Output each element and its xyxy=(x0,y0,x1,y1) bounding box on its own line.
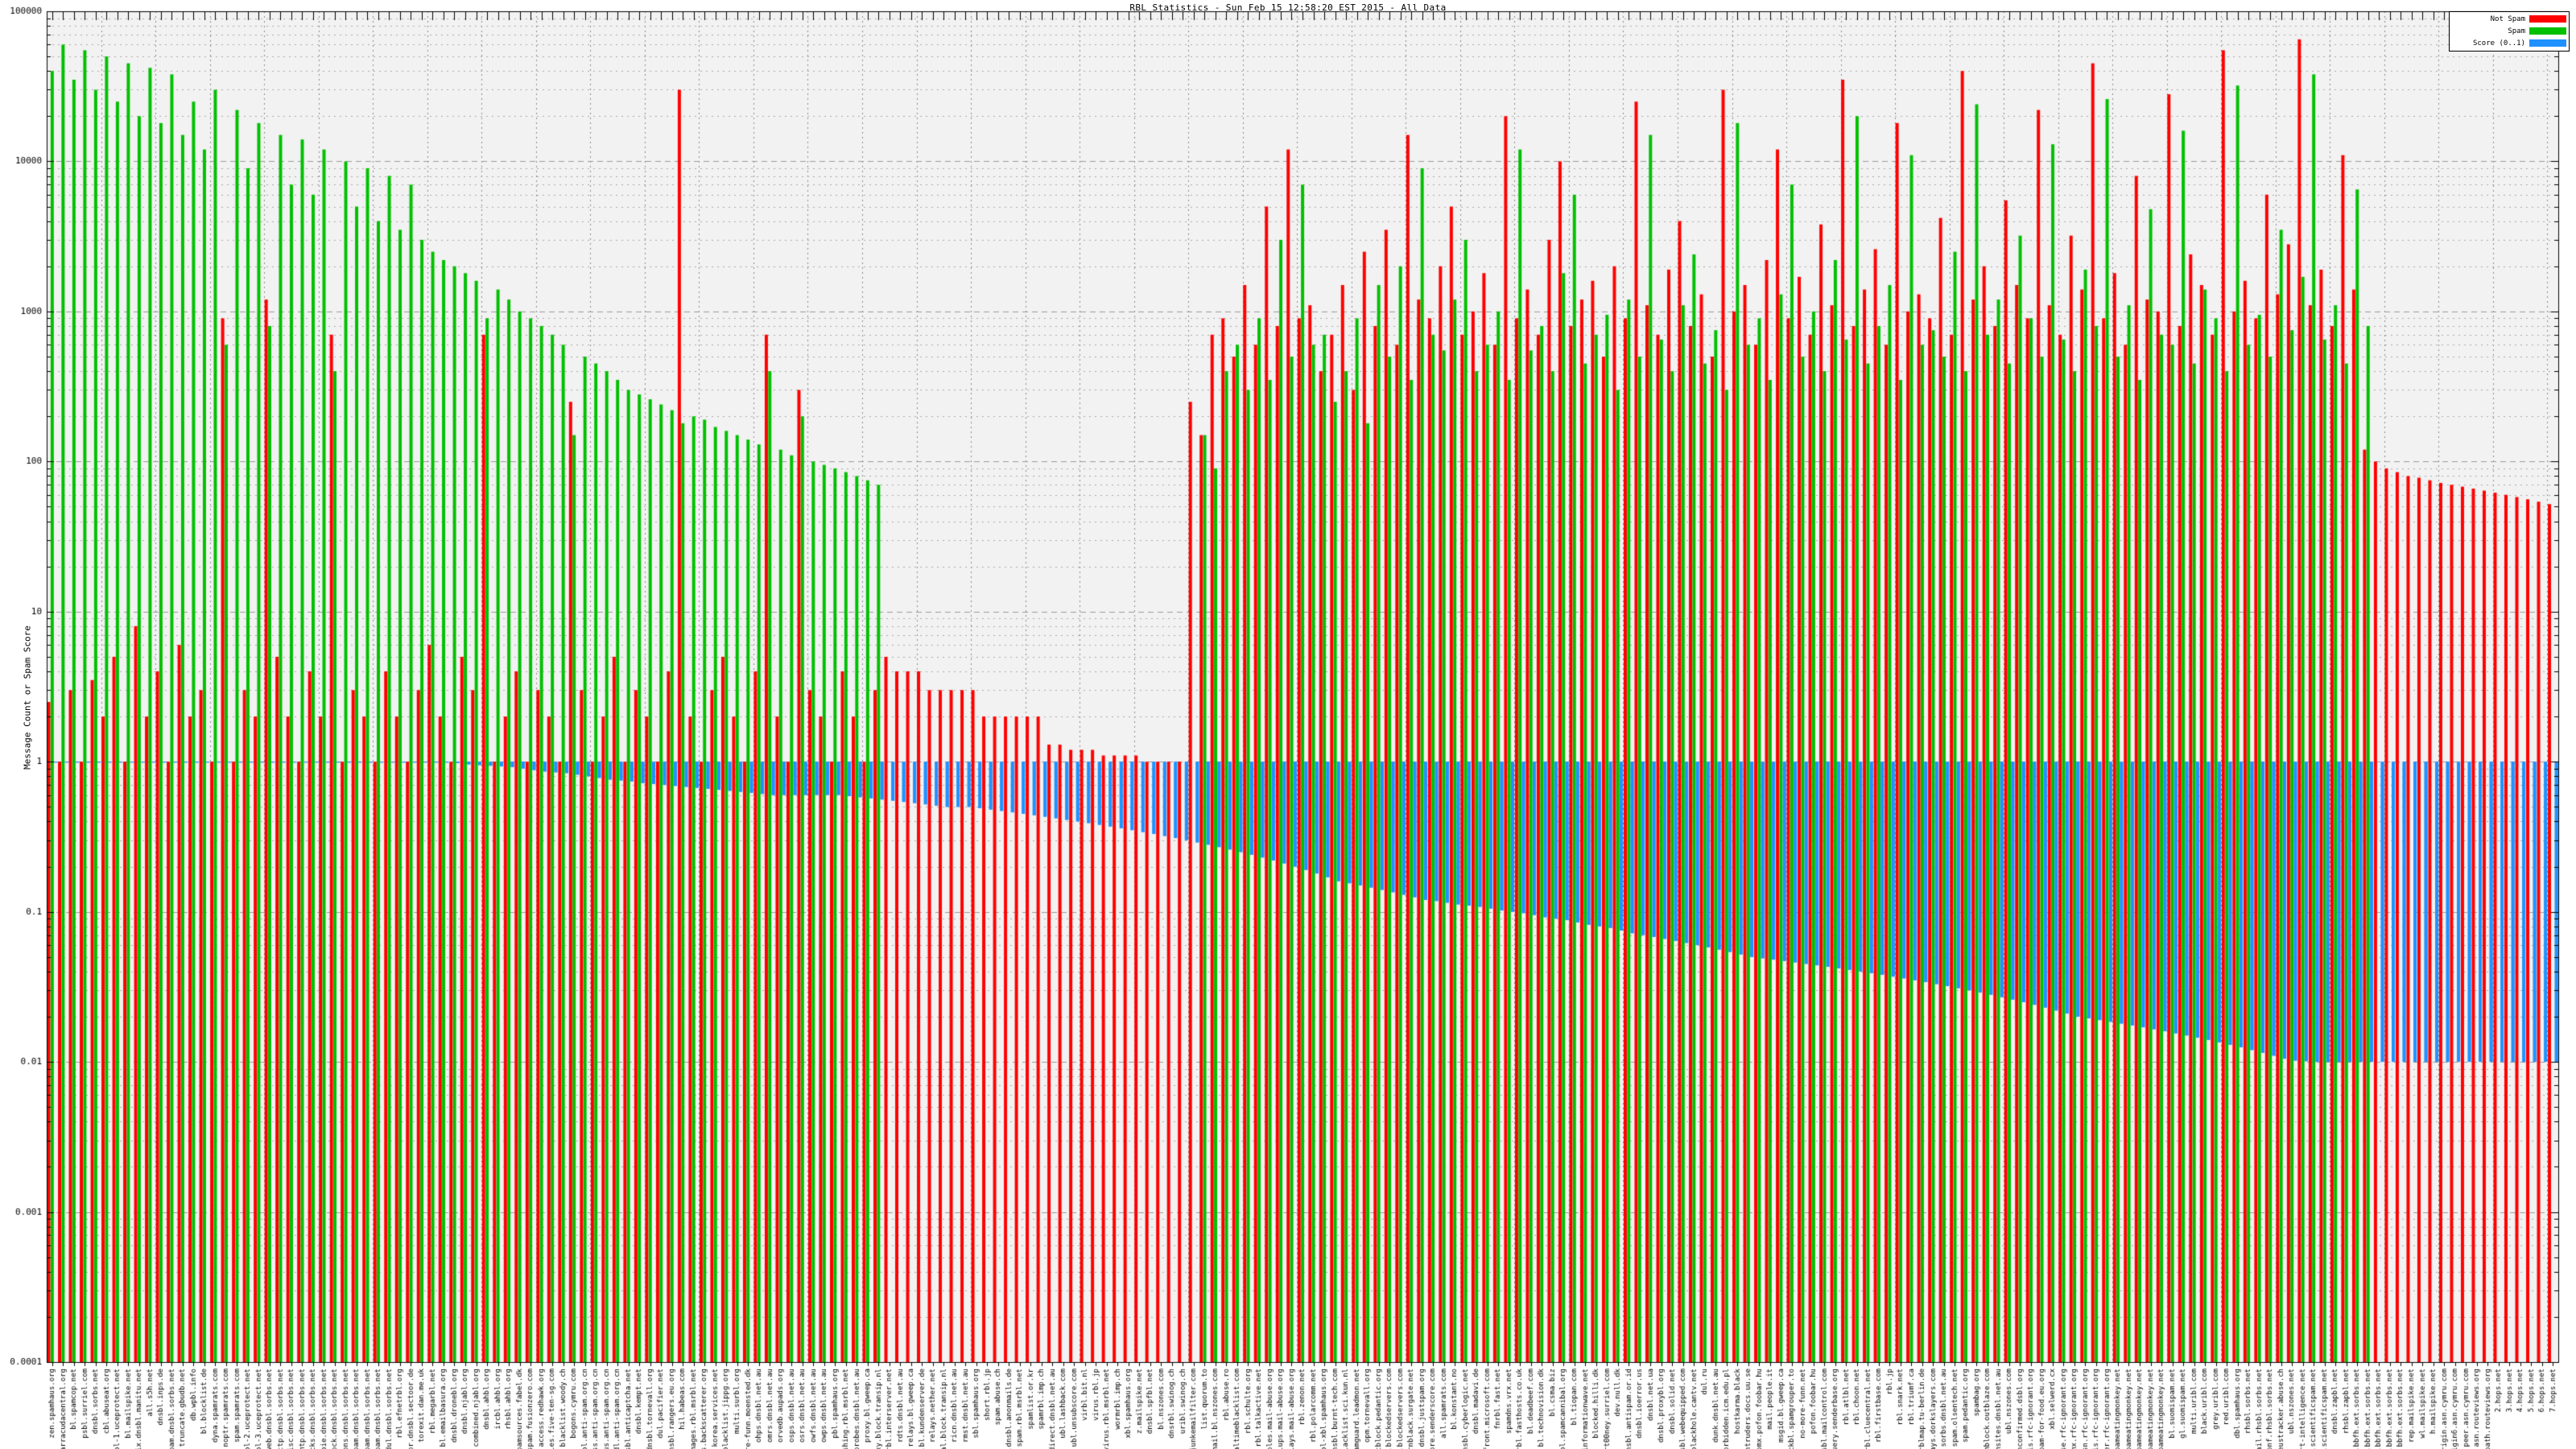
legend-item-spam[interactable]: Spam xyxy=(2452,26,2566,36)
chart-legend: Not Spam Spam Score (0..1) xyxy=(2449,11,2570,52)
legend-label-score: Score (0..1) xyxy=(2472,39,2525,47)
legend-label-spam: Spam xyxy=(2508,27,2525,35)
legend-label-not-spam: Not Spam xyxy=(2490,14,2525,23)
legend-item-not-spam[interactable]: Not Spam xyxy=(2452,14,2566,24)
legend-swatch-spam xyxy=(2529,27,2566,35)
legend-swatch-not-spam xyxy=(2529,15,2566,23)
legend-item-score[interactable]: Score (0..1) xyxy=(2452,38,2566,48)
legend-swatch-score xyxy=(2529,39,2566,47)
